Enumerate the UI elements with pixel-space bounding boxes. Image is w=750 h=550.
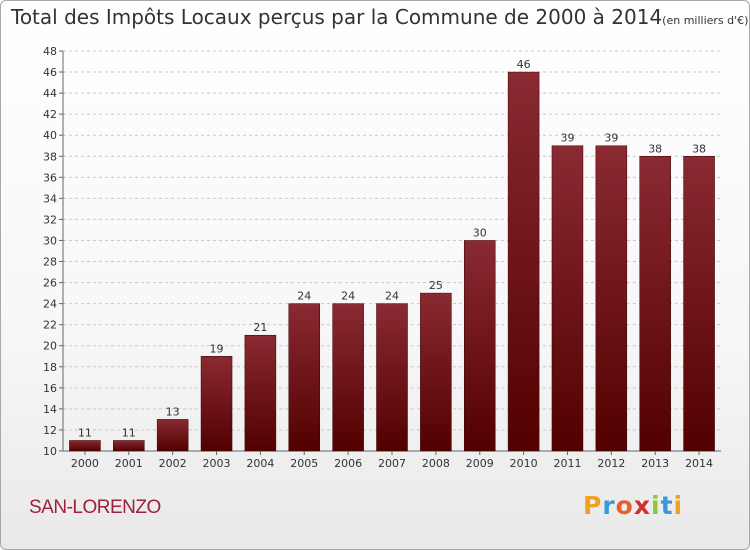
bar-value-label-2010: 46 (517, 58, 531, 71)
bar-value-label-2000: 11 (78, 426, 92, 439)
bar-2003 (200, 356, 233, 452)
x-tick-label-2005: 2005 (290, 457, 318, 470)
y-tick-label-12: 12 (43, 424, 57, 437)
bar-2001 (113, 440, 145, 452)
y-tick-label-26: 26 (43, 277, 57, 290)
y-tick-label-38: 38 (43, 150, 57, 163)
commune-name: SAN-LORENZO (29, 497, 161, 518)
logo-letter: P (583, 491, 603, 520)
y-tick-label-42: 42 (43, 108, 57, 121)
bar-2006 (332, 303, 364, 452)
logo-letter: i (673, 491, 684, 520)
y-tick-label-28: 28 (43, 256, 57, 269)
y-tick-label-36: 36 (43, 171, 57, 184)
bar-2000 (69, 440, 101, 452)
bar-value-label-2005: 24 (297, 290, 311, 303)
bar-value-label-2007: 24 (385, 290, 399, 303)
proxiti-logo: Proxiti (583, 491, 683, 520)
y-tick-label-10: 10 (43, 445, 57, 458)
bar-value-label-2004: 21 (253, 321, 267, 334)
x-tick-label-2002: 2002 (159, 457, 187, 470)
bar-2002 (156, 419, 189, 452)
y-tick-label-24: 24 (43, 298, 57, 311)
bar-value-label-2012: 39 (604, 132, 618, 145)
chart-unit-note: (en milliers d'€) (662, 14, 749, 27)
x-tick-label-2001: 2001 (115, 457, 143, 470)
bar-value-label-2011: 39 (560, 132, 574, 145)
chart-title-block: Total des Impôts Locaux perçus par la Co… (11, 5, 748, 29)
x-tick-label-2011: 2011 (553, 457, 581, 470)
bar-2007 (376, 303, 408, 452)
y-tick-label-46: 46 (43, 66, 57, 79)
bar-2013 (639, 156, 671, 452)
y-tick-label-40: 40 (43, 129, 57, 142)
x-tick-label-2006: 2006 (334, 457, 362, 470)
logo-letter: x (633, 491, 651, 520)
bar-2012 (595, 145, 628, 452)
y-tick-label-48: 48 (43, 45, 57, 58)
bar-2008 (420, 292, 452, 452)
y-tick-label-44: 44 (43, 87, 57, 100)
logo-letter: r (602, 491, 616, 520)
logo-letter: t (660, 491, 674, 520)
y-tick-label-32: 32 (43, 213, 57, 226)
x-tick-label-2008: 2008 (422, 457, 450, 470)
bar-value-label-2009: 30 (473, 226, 487, 239)
bar-2010 (507, 71, 540, 452)
bar-value-label-2013: 38 (648, 142, 662, 155)
y-tick-label-20: 20 (43, 340, 57, 353)
x-tick-label-2004: 2004 (246, 457, 274, 470)
bar-value-label-2008: 25 (429, 279, 443, 292)
x-tick-label-2013: 2013 (641, 457, 669, 470)
y-tick-label-22: 22 (43, 319, 57, 332)
bar-2014 (683, 156, 715, 452)
x-tick-label-2003: 2003 (203, 457, 231, 470)
logo-letter: i (651, 491, 661, 520)
bar-value-label-2003: 19 (210, 342, 224, 355)
y-tick-label-34: 34 (43, 192, 57, 205)
logo-letter: o (615, 491, 634, 520)
chart-title: Total des Impôts Locaux perçus par la Co… (11, 5, 663, 29)
x-tick-label-2000: 2000 (71, 457, 99, 470)
bar-value-label-2001: 11 (122, 426, 136, 439)
bar-value-label-2002: 13 (166, 405, 180, 418)
bar-2004 (244, 334, 277, 452)
y-tick-label-14: 14 (43, 403, 57, 416)
y-tick-label-30: 30 (43, 234, 57, 247)
bar-2011 (551, 145, 584, 452)
bar-value-label-2006: 24 (341, 290, 355, 303)
x-tick-label-2009: 2009 (466, 457, 494, 470)
y-tick-label-16: 16 (43, 382, 57, 395)
x-tick-label-2014: 2014 (685, 457, 713, 470)
bar-2009 (463, 240, 496, 452)
x-tick-label-2010: 2010 (510, 457, 538, 470)
y-tick-label-18: 18 (43, 361, 57, 374)
x-tick-label-2012: 2012 (597, 457, 625, 470)
bar-2005 (288, 303, 321, 452)
bar-value-label-2014: 38 (692, 142, 706, 155)
x-tick-label-2007: 2007 (378, 457, 406, 470)
